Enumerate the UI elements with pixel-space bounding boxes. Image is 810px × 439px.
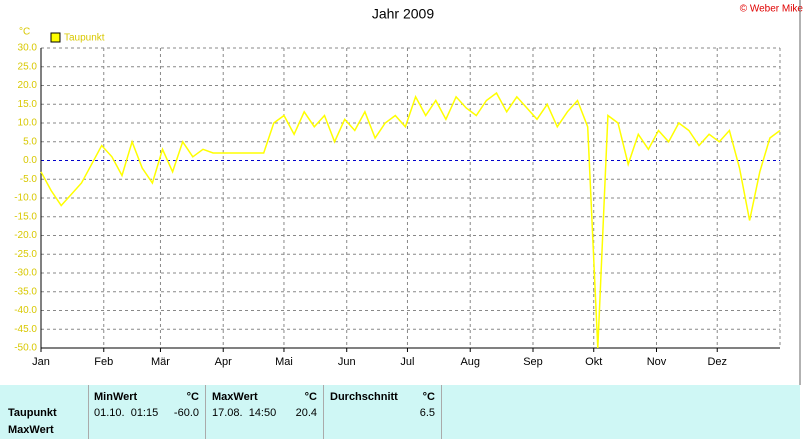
- y-tick-label: 30.0: [18, 43, 38, 54]
- y-tick-label: 20.0: [18, 80, 38, 91]
- row-label: Taupunkt: [8, 407, 57, 419]
- col-time: 17.08. 14:50: [212, 407, 277, 419]
- x-tick-label: Okt: [585, 356, 602, 368]
- col-unit: °C: [186, 391, 199, 403]
- chart: Jahr 2009 © Weber Mike °C Taupunkt 30.0 2…: [14, 0, 804, 385]
- col-time: 01.10. 01:15: [94, 407, 159, 419]
- legend-swatch: [50, 32, 61, 43]
- x-tick-label: Mär: [151, 356, 170, 368]
- col: MinWert °C 01.10. 01:15 -60.0: [88, 385, 206, 439]
- y-tick-label: -5.0: [20, 174, 38, 185]
- x-tick-label: Feb: [94, 356, 113, 368]
- y-tick-label: -10.0: [14, 193, 37, 204]
- x-tick-label: Dez: [707, 356, 727, 368]
- y-tick-label: -15.0: [14, 211, 37, 222]
- y-tick-label: 10.0: [18, 118, 38, 129]
- col-header: MaxWert: [212, 391, 258, 403]
- legend-label: Taupunkt: [64, 33, 105, 44]
- col-value: 6.5: [419, 407, 435, 419]
- y-tick-label: -50.0: [14, 343, 37, 354]
- col-header: Durchschnitt: [330, 391, 398, 403]
- chart-title: Jahr 2009: [372, 6, 434, 22]
- x-tick-label: Sep: [523, 356, 543, 368]
- y-tick-label: -30.0: [14, 268, 37, 279]
- col-value: 20.4: [295, 407, 317, 419]
- x-tick-label: Apr: [215, 356, 232, 368]
- y-tick-label: -25.0: [14, 249, 37, 260]
- col-header: MinWert: [94, 391, 138, 403]
- y-tick-label: -35.0: [14, 286, 37, 297]
- y-tick-label: 5.0: [23, 136, 37, 147]
- col-unit: °C: [422, 391, 435, 403]
- y-tick-label: -40.0: [14, 305, 37, 316]
- y-tick-label: -45.0: [14, 324, 37, 335]
- col: MaxWert °C 17.08. 14:50 20.4: [206, 385, 324, 439]
- x-tick-label: Aug: [460, 356, 480, 368]
- y-tick-label: 0.0: [23, 155, 37, 166]
- col-unit: °C: [304, 391, 317, 403]
- row-labels: Taupunkt MaxWert: [0, 385, 89, 439]
- x-tick-label: Mai: [275, 356, 293, 368]
- y-tick-label: 25.0: [18, 61, 38, 72]
- y-tick-label: -20.0: [14, 230, 37, 241]
- x-tick-label: Jul: [400, 356, 414, 368]
- col: Durchschnitt °C 6.5: [324, 385, 442, 439]
- col-value: -60.0: [173, 407, 199, 419]
- y-axis-label: °C: [19, 27, 30, 38]
- x-tick-label: Jan: [32, 356, 50, 368]
- x-tick-label: Nov: [647, 356, 667, 368]
- summary-table: Taupunkt MaxWert MinWert °C 01.10. 01:15…: [0, 385, 800, 439]
- series-line: [40, 91, 781, 349]
- x-tick-label: Jun: [338, 356, 356, 368]
- copyright: © Weber Mike: [740, 4, 804, 15]
- row-label: MaxWert: [8, 424, 54, 436]
- y-tick-label: 15.0: [18, 99, 38, 110]
